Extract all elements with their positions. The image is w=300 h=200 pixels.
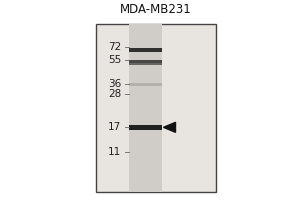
Text: 17: 17 [108,122,122,132]
Bar [96,24,216,192]
Polygon shape [164,122,175,132]
Bar [129,24,162,192]
Bar [129,83,162,86]
Text: 11: 11 [108,147,122,157]
Text: 72: 72 [108,42,122,52]
Text: MDA-MB231: MDA-MB231 [120,3,192,16]
Text: 55: 55 [108,55,122,65]
Bar [129,125,162,130]
Bar [129,63,162,65]
Text: 36: 36 [108,79,122,89]
Bar [129,60,162,63]
Bar [129,48,162,52]
Text: 28: 28 [108,89,122,99]
